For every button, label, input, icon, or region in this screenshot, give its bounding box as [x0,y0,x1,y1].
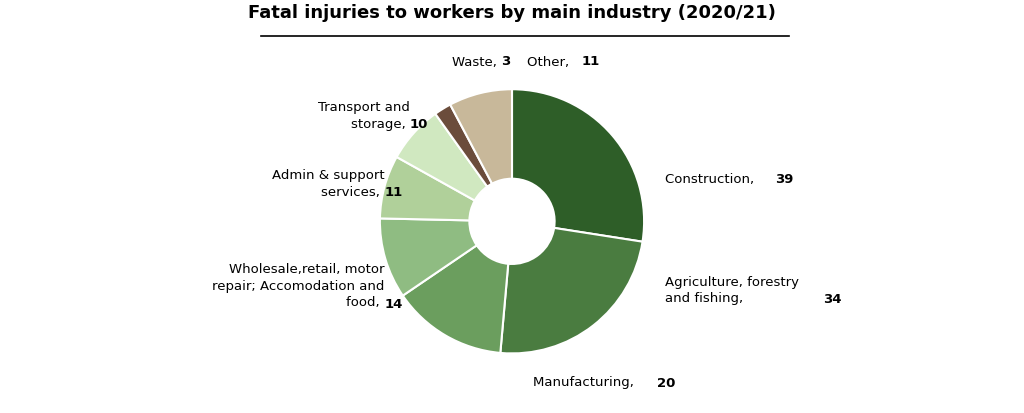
Text: 11: 11 [582,55,600,68]
Text: Admin & support
services,: Admin & support services, [271,169,384,198]
Wedge shape [402,246,508,353]
Text: Other,: Other, [527,56,573,69]
Text: 14: 14 [384,297,402,310]
Wedge shape [435,105,493,187]
Title: Fatal injuries to workers by main industry (2020/21): Fatal injuries to workers by main indust… [248,4,776,22]
Text: Transport and
storage,: Transport and storage, [317,101,410,130]
Text: 39: 39 [775,173,794,186]
Text: 10: 10 [410,118,428,131]
Text: 3: 3 [502,55,511,68]
Text: 20: 20 [657,376,676,389]
Wedge shape [396,114,487,201]
Text: Manufacturing,: Manufacturing, [534,375,638,388]
Text: 34: 34 [823,292,842,305]
Text: 11: 11 [384,186,402,199]
Text: Agriculture, forestry
and fishing,: Agriculture, forestry and fishing, [666,275,800,304]
Wedge shape [512,90,644,242]
Text: Waste,: Waste, [453,56,502,69]
Wedge shape [451,90,512,184]
Text: Construction,: Construction, [666,173,759,186]
Wedge shape [380,158,475,221]
Wedge shape [501,228,642,354]
Text: Wholesale,retail, motor
repair; Accomodation and
food,: Wholesale,retail, motor repair; Accomoda… [212,263,384,309]
Wedge shape [380,219,477,296]
